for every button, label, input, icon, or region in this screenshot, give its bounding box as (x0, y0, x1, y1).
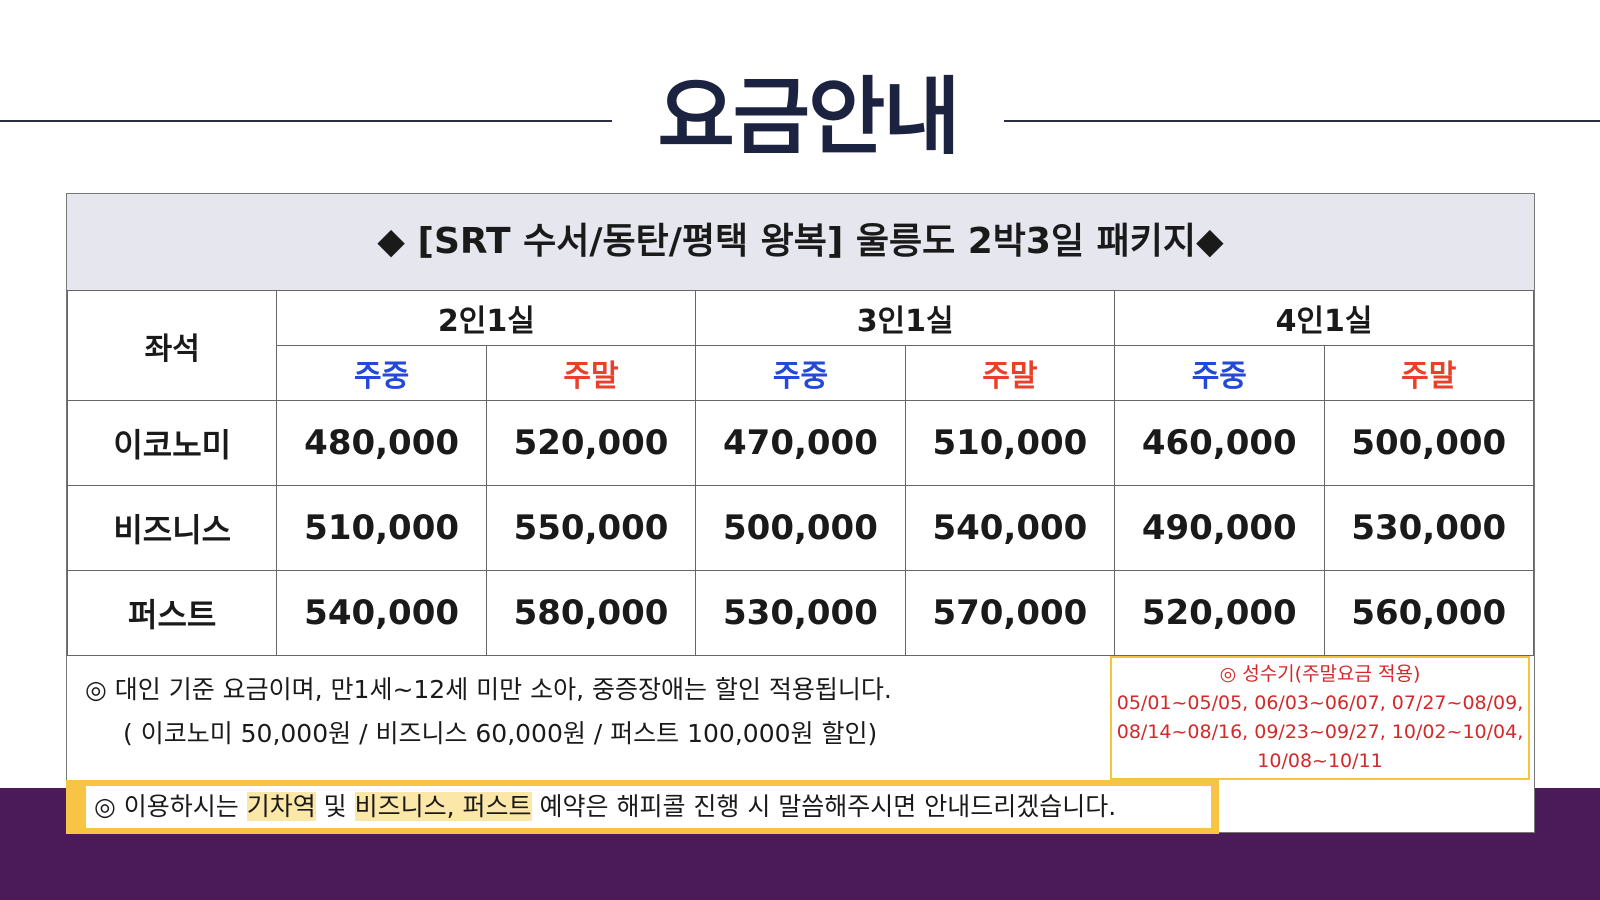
note-line-2: ( 이코노미 50,000원 / 비즈니스 60,000원 / 퍼스트 100,… (123, 719, 878, 748)
booking-info-text: ◎ 이용하시는 기차역 및 비즈니스, 퍼스트 예약은 해피콜 진행 시 말씀해… (86, 786, 1211, 828)
page-title: 요금안내 (657, 68, 960, 166)
room-type-4person: 4인1실 (1114, 290, 1534, 346)
table-row: 비즈니스 510,000 550,000 500,000 540,000 490… (66, 485, 1534, 571)
day-type-weekend: 주말 (485, 345, 697, 401)
price-cell: 480,000 (276, 400, 487, 486)
table-row: 이코노미 480,000 520,000 470,000 510,000 460… (66, 400, 1534, 486)
price-cell: 460,000 (1114, 400, 1325, 486)
day-type-weekend: 주말 (1323, 345, 1534, 401)
price-cell: 500,000 (695, 485, 906, 571)
fare-notes: ◎ 대인 기준 요금이며, 만1세~12세 미만 소아, 중증장애는 할인 적용… (85, 668, 1165, 756)
info-highlight-station: 기차역 (246, 792, 316, 821)
info-suffix: 예약은 해피콜 진행 시 말씀해주시면 안내드리겠습니다. (531, 792, 1117, 821)
room-type-2person: 2인1실 (276, 290, 697, 346)
price-cell: 550,000 (485, 485, 697, 571)
info-prefix: ◎ 이용하시는 (94, 792, 247, 821)
peak-season-dates-3: 10/08~10/11 (1257, 750, 1383, 772)
day-type-weekday: 주중 (276, 345, 487, 401)
price-cell: 530,000 (695, 570, 906, 656)
price-cell: 530,000 (1323, 485, 1534, 571)
price-cell: 520,000 (1114, 570, 1325, 656)
price-cell: 490,000 (1114, 485, 1325, 571)
seat-column-header: 좌석 (66, 290, 278, 401)
package-header: ◆ [SRT 수서/동탄/평택 왕복] 울릉도 2박3일 패키지◆ (67, 194, 1534, 291)
room-type-3person: 3인1실 (695, 290, 1116, 346)
row-label-first: 퍼스트 (66, 570, 278, 656)
price-cell: 510,000 (276, 485, 487, 571)
pricing-card: ◆ [SRT 수서/동탄/평택 왕복] 울릉도 2박3일 패키지◆ 좌석 2인1… (66, 193, 1535, 834)
title-divider-right (1004, 120, 1600, 122)
day-type-weekend: 주말 (904, 345, 1116, 401)
note-line-1: ◎ 대인 기준 요금이며, 만1세~12세 미만 소아, 중증장애는 할인 적용… (85, 675, 892, 704)
price-cell: 560,000 (1323, 570, 1534, 656)
price-cell: 500,000 (1323, 400, 1534, 486)
price-cell: 470,000 (695, 400, 906, 486)
day-type-weekday: 주중 (695, 345, 906, 401)
peak-season-dates-1: 05/01~05/05, 06/03~06/07, 07/27~08/09, (1116, 692, 1524, 714)
table-row: 퍼스트 540,000 580,000 530,000 570,000 520,… (66, 570, 1534, 656)
booking-info-bar: ◎ 이용하시는 기차역 및 비즈니스, 퍼스트 예약은 해피콜 진행 시 말씀해… (66, 780, 1219, 834)
price-cell: 540,000 (276, 570, 487, 656)
price-cell: 510,000 (904, 400, 1116, 486)
info-mid: 및 (315, 792, 355, 821)
price-cell: 540,000 (904, 485, 1116, 571)
price-cell: 580,000 (485, 570, 697, 656)
price-cell: 520,000 (485, 400, 697, 486)
title-divider-left (0, 120, 612, 122)
day-type-weekday: 주중 (1114, 345, 1325, 401)
peak-season-box: ◎ 성수기(주말요금 적용) 05/01~05/05, 06/03~06/07,… (1110, 656, 1530, 780)
price-table: 좌석 2인1실 3인1실 4인1실 주중 주말 주중 주말 주중 주말 이코노미… (66, 290, 1534, 656)
room-type-header-row: 좌석 2인1실 3인1실 4인1실 (66, 290, 1534, 401)
peak-season-dates-2: 08/14~08/16, 09/23~09/27, 10/02~10/04, (1116, 721, 1524, 743)
row-label-economy: 이코노미 (66, 400, 278, 486)
price-cell: 570,000 (904, 570, 1116, 656)
row-label-business: 비즈니스 (66, 485, 278, 571)
peak-season-title: ◎ 성수기(주말요금 적용) (1219, 663, 1421, 685)
info-highlight-class: 비즈니스, 퍼스트 (354, 792, 532, 821)
day-type-header-row: 주중 주말 주중 주말 주중 주말 (68, 345, 1534, 401)
